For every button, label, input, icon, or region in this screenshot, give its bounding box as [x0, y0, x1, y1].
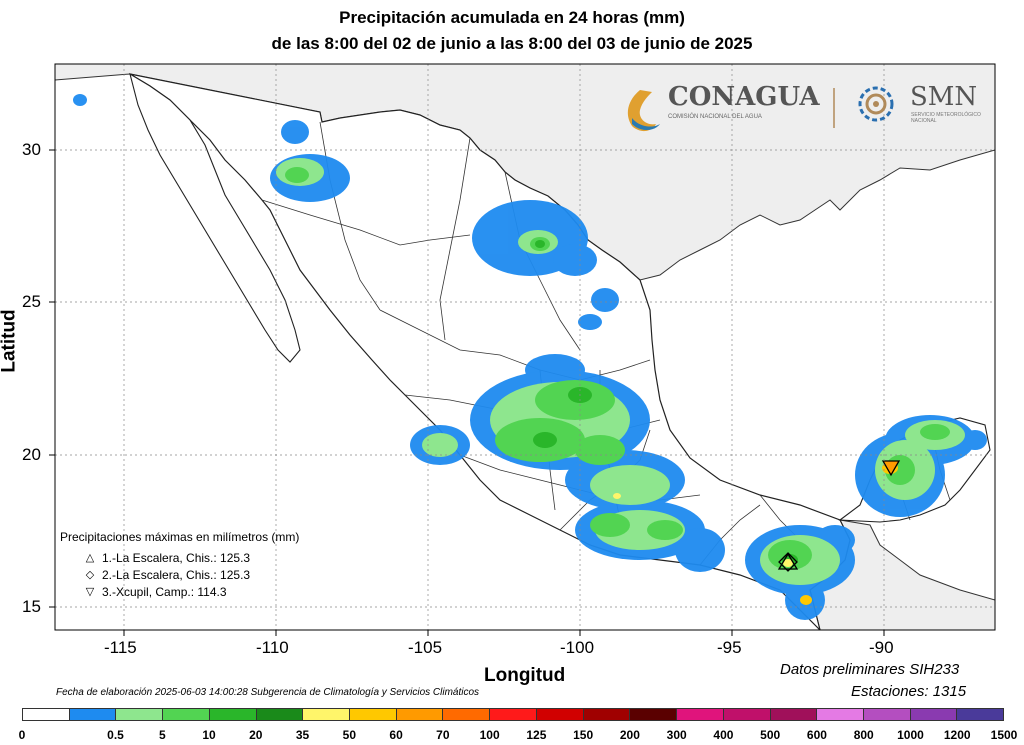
max-precipitation-label: 1.-La Escalera, Chis.: 125.3: [102, 551, 251, 565]
colorbar-label: 50: [342, 728, 357, 742]
smn-logo-text: SMN: [910, 82, 978, 112]
colorbar-labels: 0 0.5 5 10 20 35 50 60 70 100 125 150 200 300 400 500 60…: [0, 728, 1024, 744]
colorbar-label: 5: [158, 728, 166, 742]
y-tick-label: 25: [22, 292, 41, 311]
colorbar-label: 1000: [897, 728, 924, 742]
max-station-3-marker: [881, 460, 901, 477]
colorbar-segment: [303, 709, 351, 720]
colorbar-segment: [256, 709, 304, 720]
colorbar-label: 0.5: [107, 728, 124, 742]
colorbar-segment: [583, 709, 631, 720]
colorbar-segment: [536, 709, 584, 720]
colorbar-label: 1500: [990, 728, 1018, 742]
map-title-line1: Precipitación acumulada en 24 horas (mm): [339, 8, 685, 27]
precipitation-colorbar: [22, 708, 1004, 721]
conagua-logo-icon: [627, 90, 660, 132]
smn-logo-icon: [858, 86, 894, 122]
colorbar-segment: [630, 709, 678, 720]
y-axis-label: Latitud: [0, 309, 20, 373]
colorbar-label: 300: [666, 728, 687, 742]
colorbar-label: 125: [526, 728, 547, 742]
colorbar-segment: [116, 709, 164, 720]
colorbar-label: 60: [389, 728, 403, 742]
max-precipitation-item: △ 1.-La Escalera, Chis.: 125.3: [60, 550, 299, 567]
max-precipitation-label: 2.-La Escalera, Chis.: 125.3: [102, 568, 251, 582]
colorbar-segment: [817, 709, 864, 720]
preliminary-data-note: Datos preliminares SIH233: [780, 661, 960, 678]
colorbar-segment: [163, 709, 210, 720]
colorbar-label: 500: [760, 728, 781, 742]
max-station-2-marker: [778, 552, 798, 572]
colorbar-segment: [209, 709, 257, 720]
y-tick-label: 15: [22, 597, 41, 616]
colorbar-segment: [69, 709, 117, 720]
colorbar-segment: [23, 709, 70, 720]
colorbar-segment: [863, 709, 911, 720]
max-precipitation-item: ◇ 2.-La Escalera, Chis.: 125.3: [60, 567, 299, 584]
x-tick-label: -110: [256, 638, 289, 657]
colorbar-label: 200: [619, 728, 640, 742]
x-tick-label: -105: [408, 638, 443, 657]
colorbar-segment: [490, 709, 537, 720]
colorbar-label: 10: [202, 728, 216, 742]
max-precipitation-label: 3.-Xcupil, Camp.: 114.3: [102, 585, 227, 599]
conagua-logo-text: CONAGUA: [668, 82, 820, 112]
colorbar-label: 100: [479, 728, 500, 742]
x-tick-label: -95: [717, 638, 742, 657]
max-precipitation-heading: Precipitaciones máximas en milímetros (m…: [60, 530, 300, 544]
colorbar-segment: [723, 709, 771, 720]
x-tick-label: -100: [560, 638, 595, 657]
colorbar-segment: [677, 709, 724, 720]
colorbar-segment: [910, 709, 958, 720]
colorbar-label: 800: [853, 728, 874, 742]
colorbar-label: 70: [436, 728, 450, 742]
colorbar-segment: [957, 709, 1004, 720]
colorbar-label: 35: [295, 728, 310, 742]
colorbar-segment: [443, 709, 491, 720]
colorbar-label: 400: [713, 728, 734, 742]
max-station-1-marker: [777, 552, 799, 570]
colorbar-label: 150: [573, 728, 594, 742]
colorbar-segment: [350, 709, 397, 720]
max-precipitation-item: ▽ 3.-Xcupil, Camp.: 114.3: [60, 584, 299, 601]
max-precipitation-legend: Precipitaciones máximas en milímetros (m…: [60, 530, 299, 601]
colorbar-label: 0: [18, 728, 26, 742]
baja-california: [129, 72, 301, 363]
stations-count: Estaciones: 1315: [851, 683, 967, 700]
smn-logo-subtitle: SERVICIO METEOROLÓGICO NACIONAL: [911, 112, 981, 124]
colorbar-label: 1200: [943, 728, 971, 742]
x-axis-label: Longitud: [484, 665, 566, 686]
footnote: Fecha de elaboración 2025-06-03 14:00:28…: [56, 687, 480, 698]
diamond-icon: ◇: [85, 569, 95, 581]
colorbar-segment: [770, 709, 818, 720]
conagua-logo-subtitle: COMISIÓN NACIONAL DEL AGUA: [668, 114, 762, 120]
map-title-line2: de las 8:00 del 02 de junio a las 8:00 d…: [271, 34, 753, 53]
colorbar-label: 20: [249, 728, 263, 742]
y-tick-label: 20: [22, 445, 41, 464]
colorbar-segment: [396, 709, 444, 720]
triangle-up-icon: △: [85, 552, 95, 564]
x-tick-label: -115: [104, 638, 137, 657]
x-tick-label: -90: [869, 638, 894, 657]
triangle-down-icon: ▽: [85, 586, 95, 598]
colorbar-label: 600: [806, 728, 827, 742]
y-tick-label: 30: [22, 140, 41, 159]
